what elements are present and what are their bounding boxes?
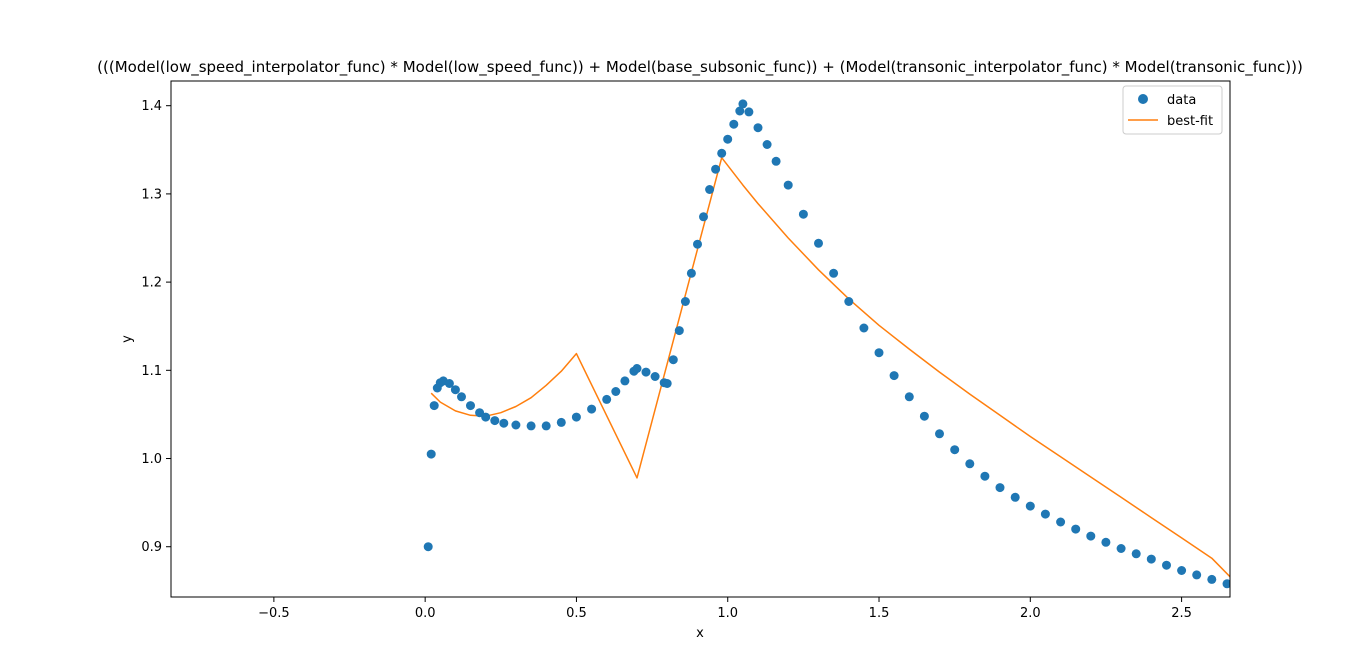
data-point [587,404,597,414]
data-point [662,379,672,388]
data-point [889,371,899,381]
data-point [1192,570,1202,580]
data-point [859,323,869,333]
data-point [735,106,745,116]
data-point [1207,574,1217,584]
data-point [814,238,823,248]
data-point [844,297,854,306]
data-point [1162,560,1171,570]
data-point [526,421,536,431]
data-point [1025,501,1035,511]
data-point [693,239,702,249]
data-point [620,376,630,386]
x-tick-label: 1.0 [717,606,738,621]
data-point [904,392,914,402]
x-tick-label: 0.5 [566,606,587,621]
data-point [668,355,678,365]
y-tick-label: 0.9 [141,540,162,555]
x-tick-label: −0.5 [258,606,290,621]
data-point [783,180,793,190]
data-point [1040,509,1050,519]
data-point [429,401,439,411]
data-point [602,394,612,404]
y-tick-label: 1.0 [141,452,162,467]
data-point [798,209,808,219]
data-point [762,140,772,149]
data-point [426,449,436,459]
data-point [744,107,754,117]
data-point [611,387,621,396]
data-point [481,412,491,422]
chart-title: (((Model(low_speed_interpolator_func) * … [97,58,1303,77]
data-point [450,385,460,395]
data-point [874,348,884,358]
data-point [717,148,727,158]
data-point [1071,524,1081,534]
y-axis-label: y [120,335,135,343]
data-point [723,134,733,144]
x-tick-label: 0.0 [415,606,436,621]
data-point [444,379,454,388]
legend-data-label: data [1167,93,1196,108]
data-point [686,268,696,278]
data-point [511,420,521,430]
y-tick-label: 1.3 [141,187,162,202]
data-point [1177,566,1187,575]
data-point [1056,517,1066,527]
data-point [641,367,651,377]
data-point [771,156,781,166]
data-point [1116,544,1126,553]
data-point [650,372,660,381]
data-point [556,417,566,427]
data-point [919,411,929,421]
y-tick-label: 1.4 [141,99,162,114]
data-point [1146,554,1156,564]
data-point [490,416,500,426]
data-point [980,471,990,481]
data-point [632,364,642,373]
data-point [950,445,960,455]
y-tick-label: 1.1 [141,364,162,379]
x-tick-label: 2.5 [1171,606,1192,621]
x-tick-label: 1.5 [869,606,890,621]
data-point [753,123,763,133]
data-point [705,185,715,194]
data-point [965,459,975,469]
y-tick-label: 1.2 [141,276,162,291]
data-point [935,429,944,439]
data-point [699,212,708,222]
data-point [499,418,509,428]
data-point [680,297,690,306]
x-tick-label: 2.0 [1020,606,1041,621]
data-point [571,412,581,422]
x-axis-label: x [696,626,704,641]
data-point [711,164,721,174]
data-point [423,542,433,552]
data-point [738,99,748,109]
plot-frame [170,80,1231,598]
best-fit-line [430,156,1230,578]
legend-best-fit-label: best-fit [1167,114,1213,129]
data-point [466,401,475,411]
data-point [541,421,551,431]
data-point [829,268,839,278]
x-axis-ticks: −0.5 0.0 0.5 1.0 1.5 2.0 2.5 [258,597,1192,621]
data-point [1101,537,1111,547]
legend-data-marker [1138,94,1148,104]
data-point [729,119,739,129]
y-axis-ticks: 0.9 1.0 1.1 1.2 1.3 1.4 [141,99,171,555]
data-point [674,326,684,336]
legend: data best-fit [1122,85,1223,135]
data-point [995,483,1005,493]
data-point [1010,492,1020,502]
data-point [457,392,466,402]
plot-series-layer [423,99,1230,589]
data-point [1086,531,1096,541]
data-point [1131,549,1141,559]
data-point [1222,579,1230,589]
